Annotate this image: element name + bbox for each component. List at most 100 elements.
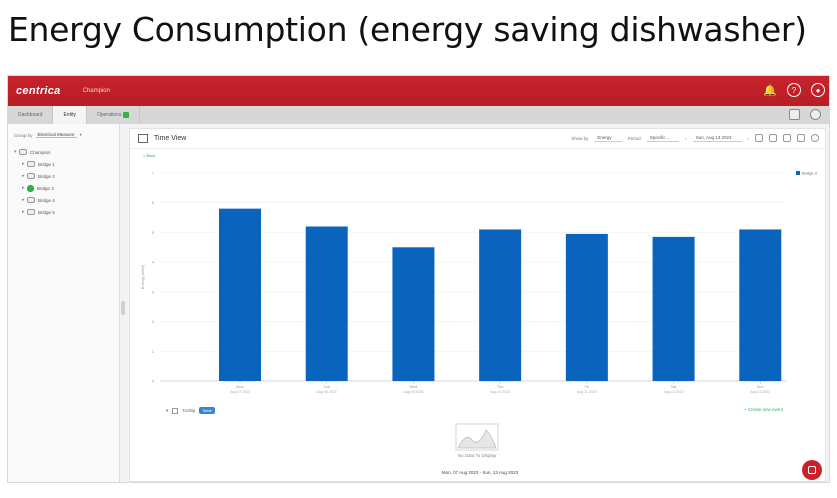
panel-resize-handle[interactable] (121, 301, 125, 315)
prev-arrow-icon[interactable]: ‹ (685, 135, 687, 141)
x-tick-sublabel: Aug 10 2023 (490, 390, 510, 394)
tree-item-label: Bridge 1 (38, 161, 55, 167)
tab-bar: Dashboard Entity Operations (8, 106, 829, 124)
expand-icon[interactable]: ▸ (22, 161, 25, 167)
device-icon (27, 197, 35, 203)
x-tick-label: Sat (671, 385, 678, 389)
selected-device-icon (27, 184, 34, 192)
date-range-label: Mon, 07 Aug 2023 - Sun, 13 Aug 2023 (441, 470, 519, 475)
tree-item[interactable]: ▸ Bridge 5 (22, 206, 113, 218)
y-tick-label: 7 (152, 171, 155, 176)
x-tick-sublabel: Aug 07 2023 (230, 390, 250, 394)
x-tick-label: Mon (236, 385, 243, 389)
delete-icon[interactable] (789, 109, 800, 120)
chevron-down-icon: ▾ (79, 132, 82, 137)
app-window: centrica Champion 🔔 ? ● Dashboard Entity… (7, 75, 830, 483)
settings-icon[interactable] (810, 109, 821, 120)
tree-root[interactable]: ▾ Champion (14, 146, 113, 158)
chat-button[interactable] (802, 460, 822, 480)
app-name: Champion (82, 88, 110, 94)
y-axis-label: Energy (kWh) (140, 264, 145, 289)
x-tick-sublabel: Aug 08 2023 (317, 390, 337, 394)
tab-label: Operations (96, 112, 122, 118)
no-data-chart-icon (455, 423, 499, 451)
period-label: Period (627, 135, 641, 141)
expand-icon[interactable]: ▾ (14, 149, 17, 155)
chart-footer: ▾ Tooltip Table + Create new event (130, 405, 825, 419)
legend-swatch (796, 171, 800, 175)
group-by-value: Electrical Measure (35, 132, 77, 138)
x-tick-label: Wed (410, 385, 418, 389)
x-tick-sublabel: Aug 11 2023 (577, 390, 597, 394)
y-tick-label: 3 (152, 289, 155, 294)
tab-dashboard[interactable]: Dashboard (8, 106, 54, 124)
panel-title: Time View (154, 135, 187, 142)
user-icon[interactable]: ● (811, 83, 825, 97)
status-badge (123, 112, 130, 118)
show-by-select[interactable]: Energy (594, 135, 622, 142)
tooltip-checkbox[interactable] (172, 407, 179, 414)
y-tick-label: 2 (152, 319, 155, 324)
tree-item-label: Bridge 5 (38, 209, 55, 215)
y-tick-label: 4 (152, 260, 155, 265)
time-view-panel: Time View Show by Energy Period Specific… (129, 128, 826, 482)
search-icon[interactable] (811, 134, 819, 142)
panel-controls: Show by Energy Period Specific... ‹ Sun,… (571, 134, 819, 142)
period-select[interactable]: Specific... (646, 135, 680, 142)
tree-item-selected[interactable]: ▸ Bridge 3 (22, 182, 113, 194)
tree-item[interactable]: ▸ Bridge 1 (22, 158, 113, 170)
help-icon[interactable]: ? (787, 83, 801, 97)
folder-icon (19, 149, 27, 155)
create-event-link[interactable]: + Create new event (743, 407, 783, 412)
bar (392, 247, 435, 381)
bar (565, 233, 608, 381)
expand-icon[interactable]: ▸ (22, 185, 25, 191)
refresh-icon[interactable] (769, 134, 777, 142)
tab-operations[interactable]: Operations (87, 106, 141, 124)
export-icon[interactable] (797, 134, 805, 142)
expand-icon[interactable]: ▸ (22, 173, 25, 179)
tree-item-label: Bridge 2 (38, 173, 55, 179)
tree-item[interactable]: ▸ Bridge 2 (22, 170, 113, 182)
bar (305, 226, 348, 381)
date-field[interactable]: Sun, Aug 13 2023 (692, 135, 742, 142)
view-icon[interactable] (783, 134, 791, 142)
table-toggle[interactable]: Table (199, 407, 215, 414)
tree-item-label: Bridge 4 (38, 197, 55, 203)
tab-entity[interactable]: Entity (53, 106, 87, 124)
legend-label: Bridge 3 (802, 171, 818, 176)
device-icon (27, 161, 35, 167)
top-bar: centrica Champion 🔔 ? ● (8, 76, 829, 106)
expand-icon[interactable]: ▸ (22, 209, 25, 215)
brand-logo: centrica (16, 85, 61, 97)
x-tick-label: Thu (497, 385, 504, 389)
chart-options: ▾ Tooltip Table (166, 407, 215, 414)
tab-label: Entity (63, 112, 76, 118)
create-event-label: Create new event (747, 407, 783, 412)
bar (652, 236, 695, 381)
x-tick-label: Tue (324, 385, 330, 389)
bar (219, 208, 261, 381)
next-arrow-icon[interactable]: › (747, 135, 750, 141)
group-by-label: Group by (14, 132, 33, 138)
tree-item[interactable]: ▸ Bridge 4 (22, 194, 113, 206)
device-icon (27, 173, 35, 179)
tooltip-label: Tooltip (182, 408, 196, 413)
back-link[interactable]: < Back (143, 153, 156, 158)
calendar-icon[interactable] (755, 134, 763, 142)
bell-icon[interactable]: 🔔 (763, 84, 777, 97)
x-tick-sublabel: Aug 13 2023 (750, 390, 770, 394)
x-tick-sublabel: Aug 12 2023 (664, 390, 684, 394)
panel-header: Time View Show by Energy Period Specific… (130, 129, 825, 149)
chat-icon (808, 466, 816, 474)
y-tick-label: 5 (152, 230, 155, 235)
y-tick-label: 1 (152, 349, 155, 354)
slide-title: Energy Consumption (energy saving dishwa… (8, 10, 807, 49)
tree-root-label: Champion (30, 149, 51, 155)
bar (479, 229, 522, 381)
tabbar-tools (789, 109, 821, 120)
expand-icon[interactable]: ▸ (22, 197, 25, 203)
collapse-icon[interactable]: ▾ (166, 407, 169, 413)
group-by-select[interactable]: Group by Electrical Measure ▾ (14, 132, 113, 138)
chart-icon (138, 134, 148, 143)
